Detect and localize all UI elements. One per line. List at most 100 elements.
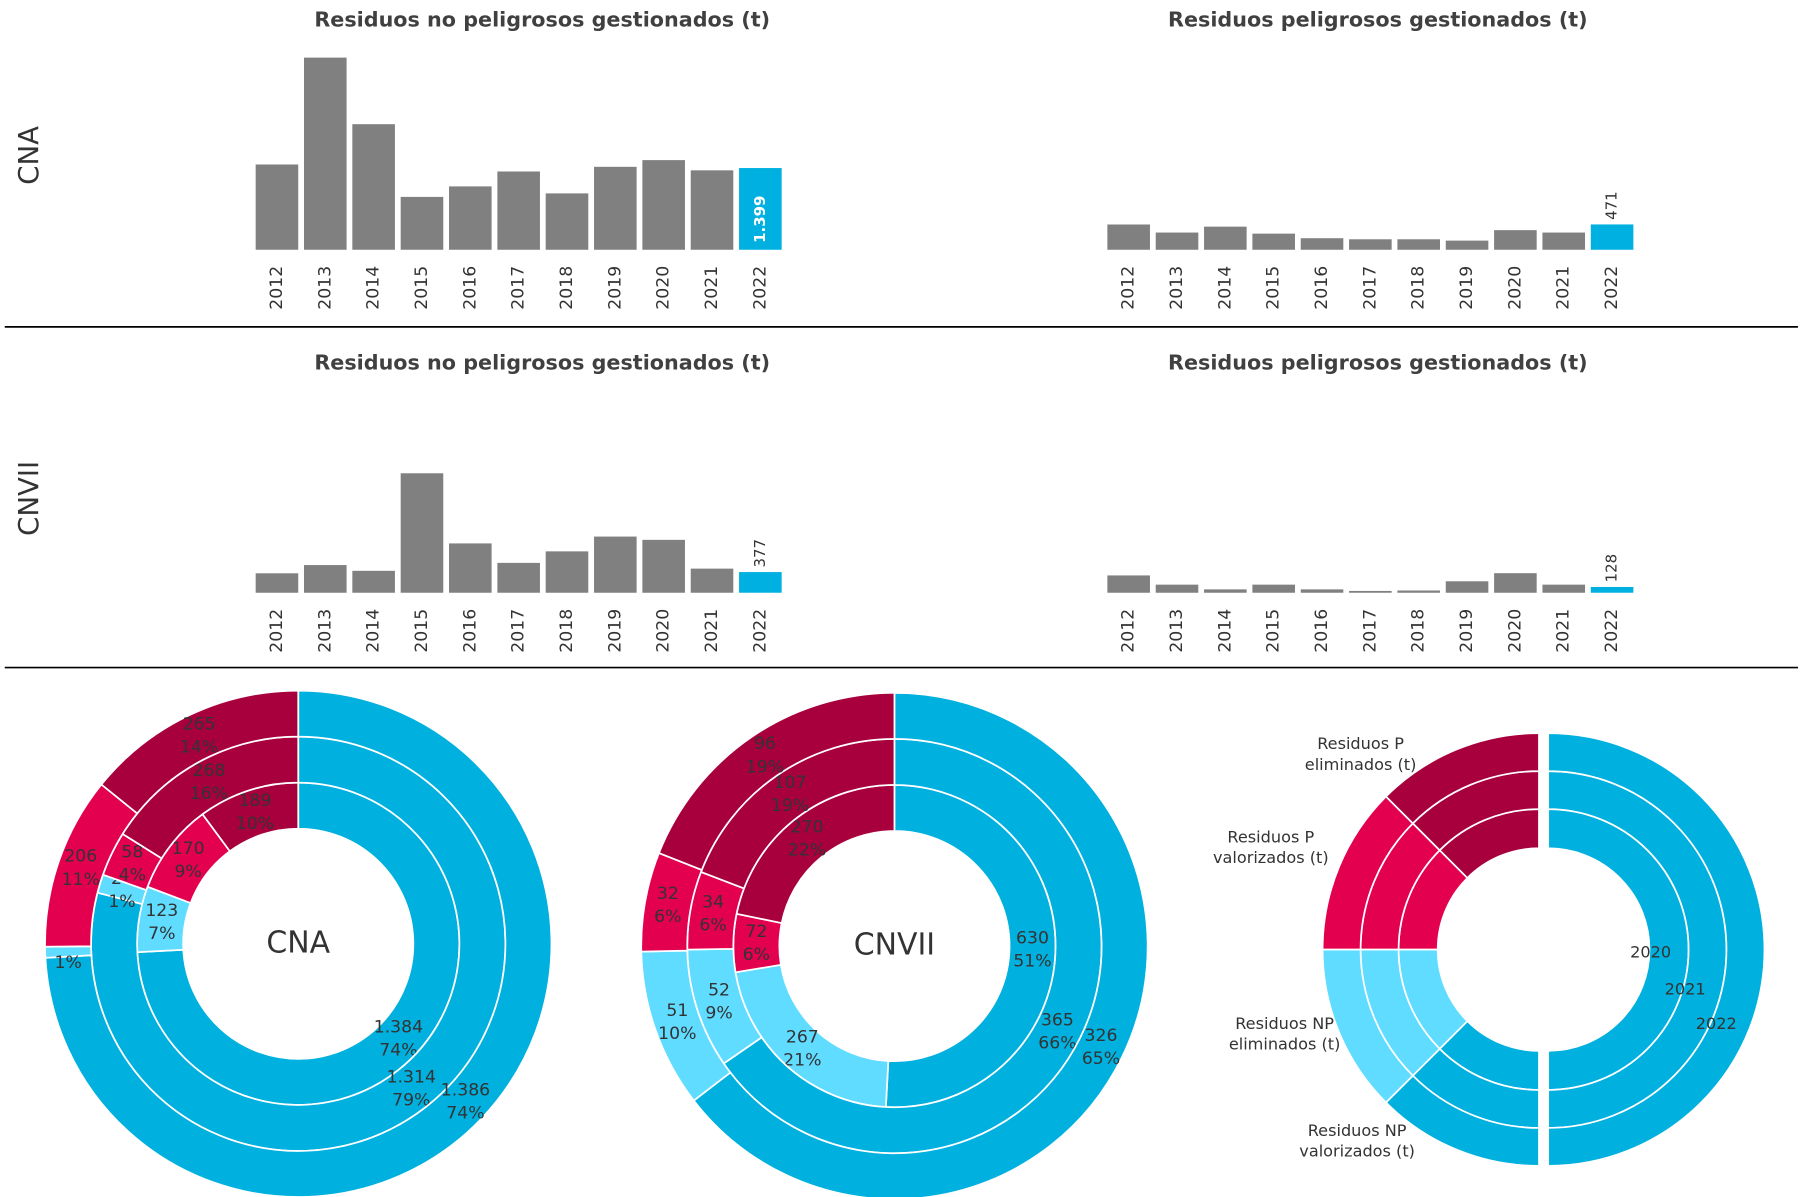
x-tick-label: 2019 xyxy=(1457,609,1477,653)
bar xyxy=(1107,224,1150,250)
percent-label: 1% xyxy=(54,953,81,973)
percent-label: 14% xyxy=(180,738,218,758)
bar xyxy=(739,168,782,250)
chart-title: Residuos no peligrosos gestionados (t) xyxy=(314,351,770,375)
bar xyxy=(1494,230,1537,250)
x-tick-label: 2013 xyxy=(1167,609,1187,653)
value-label: 189 xyxy=(239,791,272,811)
x-tick-label: 2018 xyxy=(557,609,577,653)
x-tick-label: 2013 xyxy=(315,266,335,310)
x-tick-label: 2016 xyxy=(460,609,480,653)
bar xyxy=(304,57,347,250)
x-tick-label: 2015 xyxy=(412,266,432,310)
percent-label: 7% xyxy=(148,924,175,944)
bar xyxy=(642,160,685,250)
value-label: 265 xyxy=(183,715,216,735)
x-tick-label: 2022 xyxy=(1602,266,1622,310)
percent-label: 19% xyxy=(746,757,784,777)
value-label: 1.314 xyxy=(387,1068,436,1088)
bar xyxy=(400,473,444,593)
x-tick-label: 2016 xyxy=(1312,266,1332,310)
bar xyxy=(594,536,637,593)
percent-label: 10% xyxy=(658,1024,696,1044)
row-label: CNVII xyxy=(12,461,45,536)
bar xyxy=(255,164,299,250)
ring-segment xyxy=(657,692,896,872)
legend-label: eliminados (t) xyxy=(1229,1035,1341,1054)
bar xyxy=(1397,239,1440,250)
bar xyxy=(255,573,299,593)
percent-label: 16% xyxy=(190,784,228,804)
x-tick-label: 2021 xyxy=(1554,609,1574,653)
legend-label: valorizados (t) xyxy=(1213,848,1329,867)
value-label: 1.386 xyxy=(441,1080,490,1100)
x-tick-label: 2022 xyxy=(750,609,770,653)
legend-label: eliminados (t) xyxy=(1305,755,1417,774)
row-label: CNA xyxy=(12,126,45,185)
bar xyxy=(594,166,637,250)
percent-label: 1% xyxy=(108,892,135,912)
value-label: 365 xyxy=(1041,1010,1074,1030)
x-tick-label: 2020 xyxy=(1505,266,1525,310)
legend-segment xyxy=(1384,732,1540,825)
center-label: CNVII xyxy=(854,928,935,963)
x-tick-label: 2021 xyxy=(1554,266,1574,310)
bar xyxy=(497,562,540,593)
value-label: 32 xyxy=(657,884,679,904)
x-tick-label: 2013 xyxy=(315,609,335,653)
bar xyxy=(304,565,347,593)
percent-label: 19% xyxy=(771,796,809,816)
percent-label: 4% xyxy=(119,865,146,885)
bar xyxy=(739,572,782,593)
bar xyxy=(642,539,685,593)
bar xyxy=(1590,586,1634,593)
chart-title: Residuos peligrosos gestionados (t) xyxy=(1168,351,1588,375)
value-label: 170 xyxy=(172,839,205,859)
bar xyxy=(1445,240,1489,250)
bar xyxy=(1252,584,1295,593)
value-label: 52 xyxy=(708,981,730,1001)
x-tick-label: 2015 xyxy=(1264,266,1284,310)
x-tick-label: 2020 xyxy=(654,609,674,653)
bar xyxy=(1155,232,1199,250)
value-label: 34 xyxy=(702,893,724,913)
x-tick-label: 2014 xyxy=(364,609,384,653)
bar xyxy=(1204,226,1247,250)
value-label: 206 xyxy=(64,847,97,867)
bar xyxy=(449,186,492,250)
bar xyxy=(1590,224,1634,250)
value-label: 268 xyxy=(193,761,226,781)
percent-label: 9% xyxy=(705,1004,732,1024)
center-label: CNA xyxy=(266,925,330,960)
x-tick-label: 2012 xyxy=(267,266,287,310)
legend-label: Residuos P xyxy=(1317,734,1404,753)
value-label: 96 xyxy=(754,734,776,754)
percent-label: 51% xyxy=(1013,951,1051,971)
percent-label: 6% xyxy=(654,907,681,927)
x-tick-label: 2014 xyxy=(1215,609,1235,653)
value-label: 123 xyxy=(145,901,178,921)
value-label: 267 xyxy=(786,1027,819,1047)
x-tick-label: 2017 xyxy=(509,266,529,310)
x-tick-label: 2016 xyxy=(1312,609,1332,653)
x-tick-label: 2012 xyxy=(267,609,287,653)
x-tick-label: 2021 xyxy=(702,266,722,310)
value-label: 107 xyxy=(774,773,807,793)
percent-label: 21% xyxy=(783,1050,821,1070)
value-label: 51 xyxy=(666,1001,688,1021)
legend-segment xyxy=(1547,732,1766,1167)
bar xyxy=(1542,584,1586,593)
percent-label: 65% xyxy=(1082,1049,1120,1069)
x-tick-label: 2012 xyxy=(1119,266,1139,310)
x-tick-label: 2020 xyxy=(1505,609,1525,653)
ring-segment xyxy=(692,692,1149,1197)
x-tick-label: 2017 xyxy=(509,609,529,653)
percent-label: 11% xyxy=(62,870,100,890)
percent-label: 6% xyxy=(743,945,770,965)
x-tick-label: 2021 xyxy=(702,609,722,653)
bar xyxy=(1397,590,1440,593)
value-label: 471 xyxy=(1603,191,1621,220)
legend-label: Residuos NP xyxy=(1308,1121,1407,1140)
